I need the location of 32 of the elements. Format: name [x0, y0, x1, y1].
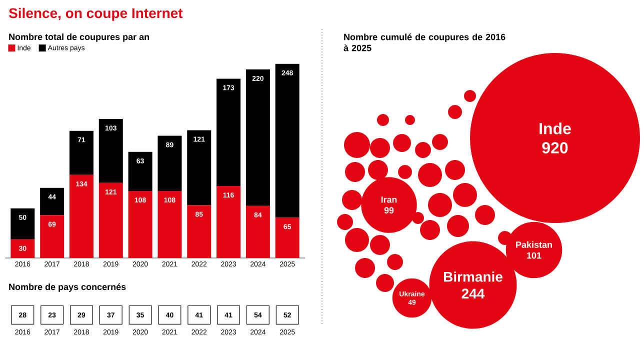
chart-subtitle: Nombre total de coupures par an [9, 33, 150, 42]
bar [158, 136, 182, 191]
bar [246, 69, 270, 206]
bar [10, 208, 35, 240]
data-label: 101 [527, 252, 542, 259]
text: Nombre cumulé de coupures de 2016 à 2025 [344, 34, 506, 52]
bar [158, 190, 182, 258]
bar [128, 190, 152, 258]
data-label: 99 [384, 207, 394, 214]
bar [275, 218, 300, 258]
bar [69, 174, 94, 258]
category-label: Birmanie [444, 272, 502, 282]
bar [275, 64, 300, 218]
bar [187, 130, 212, 206]
chart-title: Silence, on coupe Internet [8, 8, 183, 21]
category-label: Pakistan [516, 241, 552, 248]
bar [98, 119, 123, 183]
bar [128, 152, 152, 191]
bar [40, 215, 64, 258]
bar [10, 239, 35, 258]
bar [187, 205, 212, 258]
bar [98, 182, 123, 258]
bar [216, 78, 241, 186]
category-label: Iran [381, 196, 397, 203]
data-label: 920 [542, 142, 568, 154]
bar [246, 206, 270, 258]
category-label: Inde [540, 122, 571, 134]
bar [216, 186, 241, 258]
data-label: 244 [462, 288, 485, 298]
bar [40, 188, 64, 216]
chart-title: Nombre de pays concernés [9, 283, 126, 292]
bar [69, 130, 94, 175]
